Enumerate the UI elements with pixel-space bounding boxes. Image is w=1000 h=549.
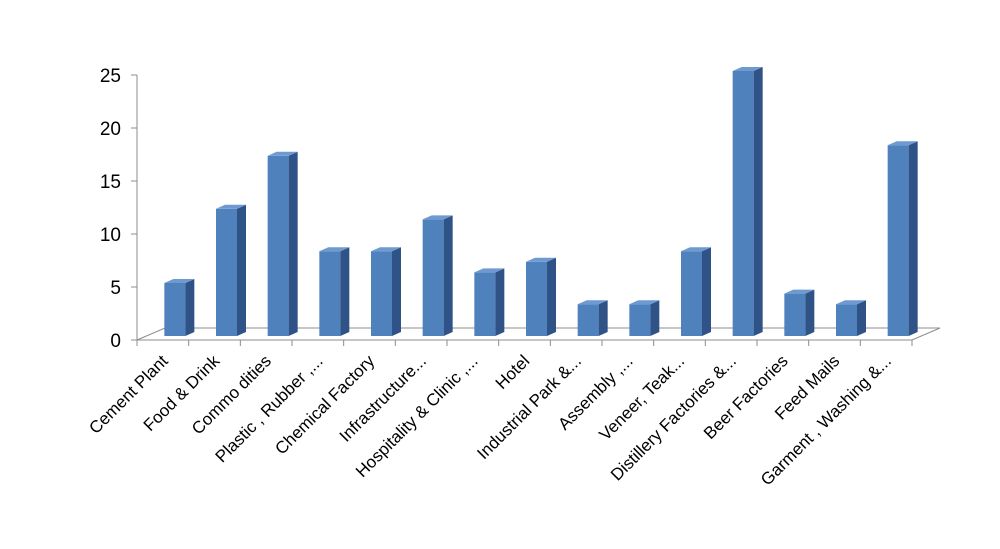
bar-hotel <box>526 257 556 336</box>
bar-garment-washing <box>887 141 918 336</box>
y-tick-label-15: 15 <box>100 172 121 193</box>
x-label-hotel: Hotel <box>492 351 533 392</box>
bar-food-drink <box>216 204 246 336</box>
bar-front <box>887 145 909 336</box>
bar-veneer-teak <box>681 247 711 336</box>
bar-top <box>319 247 350 252</box>
bar-top <box>526 257 556 262</box>
y-tick-label-5: 5 <box>110 278 121 299</box>
bar-side <box>237 204 246 336</box>
bar-front <box>629 304 651 336</box>
bar-front <box>422 219 444 336</box>
bar-top <box>216 204 246 209</box>
bar-side <box>598 300 608 336</box>
bar-top <box>836 300 866 305</box>
y-tick-label-20: 20 <box>100 119 121 140</box>
bar-beer-factories <box>784 289 815 336</box>
y-tick-label-25: 25 <box>100 66 121 87</box>
bar-top <box>422 215 453 220</box>
bar-top <box>784 289 815 294</box>
bar-top <box>164 279 195 283</box>
bar-side <box>443 215 453 336</box>
bar-side <box>495 268 505 336</box>
y-tick-label-0: 0 <box>110 331 121 352</box>
bar-top <box>629 300 660 305</box>
bar-infrastructure <box>422 215 453 336</box>
bar-front <box>319 251 341 336</box>
bar-side <box>185 279 195 336</box>
bar-side <box>547 257 556 336</box>
bar-top <box>681 247 711 252</box>
bar-plastic-rubber <box>319 247 350 336</box>
bar-top <box>267 151 298 156</box>
bar-top <box>887 141 918 146</box>
bar-front <box>732 71 754 336</box>
bar-side <box>753 67 763 336</box>
bar-commo-dities <box>267 151 298 336</box>
bar-side <box>857 300 866 336</box>
y-axis <box>131 74 913 346</box>
bar-side <box>288 151 298 336</box>
bar-distillery-factories <box>732 67 763 336</box>
bar-top <box>474 268 505 273</box>
y-tick-label-10: 10 <box>100 225 121 246</box>
bar-front <box>267 155 289 336</box>
bar-side <box>805 289 815 336</box>
bar-front <box>474 272 496 336</box>
bar-cement-plant <box>164 279 195 336</box>
bar-feed-mails <box>836 300 866 336</box>
bar-top <box>371 247 401 252</box>
bar-top <box>577 300 608 305</box>
bar-front <box>784 293 806 336</box>
bar-industrial-park <box>577 300 608 336</box>
bar-front <box>164 283 186 336</box>
bar-side <box>908 141 918 336</box>
bar-side <box>702 247 711 336</box>
bar-front <box>526 261 547 336</box>
bar-top <box>732 67 763 71</box>
bar-assembly <box>629 300 660 336</box>
bars <box>164 67 918 336</box>
bar-side <box>650 300 660 336</box>
bar-side <box>340 247 350 336</box>
bar-front <box>836 304 857 336</box>
bar-hospitality-clinic <box>474 268 505 336</box>
bar-chemical-factory <box>371 247 401 336</box>
bar-front <box>681 251 702 336</box>
bar-side <box>392 247 401 336</box>
y-tick-labels: 0 5 10 15 20 25 <box>100 66 121 352</box>
bar-front <box>216 208 237 336</box>
bar-front <box>371 251 392 336</box>
bar-front <box>577 304 599 336</box>
